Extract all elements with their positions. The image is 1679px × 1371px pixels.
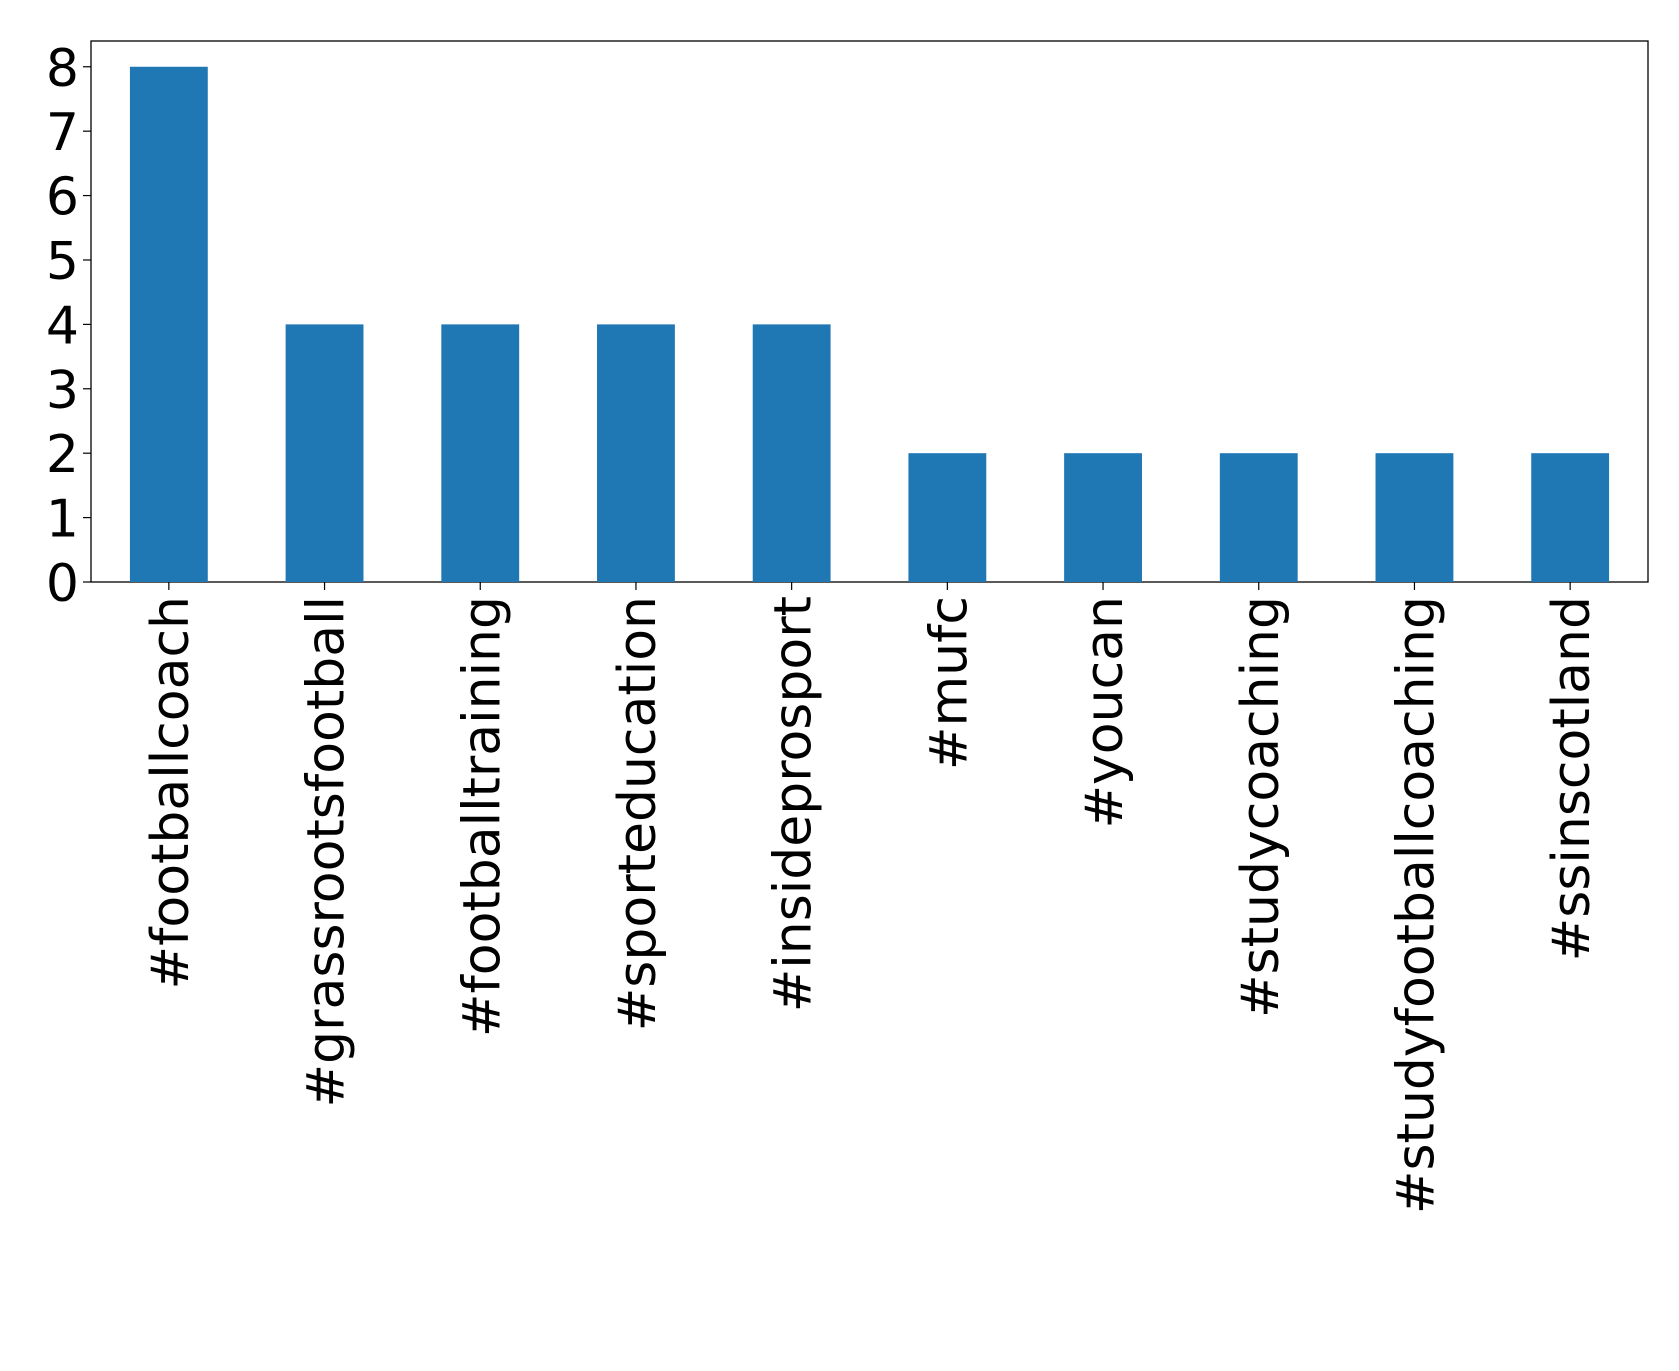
bar: [285, 324, 364, 582]
x-tick-label: #insideprosport: [764, 596, 824, 1012]
x-tick-label: #footballtraining: [452, 596, 512, 1037]
x-tick-label: #footballcoach: [141, 596, 201, 989]
x-tick-label: #youcan: [1075, 596, 1135, 829]
y-tick-label: 6: [46, 168, 79, 228]
x-tick-label: #grassrootsfootball: [297, 596, 357, 1107]
x-tick-label: #studyfootballcoaching: [1386, 596, 1446, 1214]
x-tick-label: #mufc: [919, 596, 979, 770]
bar: [1219, 453, 1298, 582]
x-tick-label: #studycoaching: [1231, 596, 1291, 1018]
y-tick-label: 7: [46, 103, 79, 163]
bar: [1375, 453, 1454, 582]
bar: [441, 324, 520, 582]
y-tick-label: 2: [46, 425, 79, 485]
y-tick-label: 1: [46, 490, 79, 550]
y-tick-label: 3: [46, 361, 79, 421]
plot-frame: [90, 40, 1649, 583]
y-tick-label: 5: [46, 232, 79, 292]
bar: [597, 324, 675, 582]
bar: [908, 453, 987, 582]
bar: [1531, 453, 1610, 582]
x-tick-label: #sporteducation: [608, 596, 668, 1031]
x-tick-label: #ssinscotland: [1542, 596, 1602, 961]
bar: [129, 66, 208, 582]
y-tick-label: 0: [46, 554, 79, 614]
bar: [752, 324, 831, 582]
y-tick-label: 8: [46, 39, 79, 99]
y-tick-label: 4: [46, 296, 79, 356]
bar: [1064, 453, 1142, 582]
